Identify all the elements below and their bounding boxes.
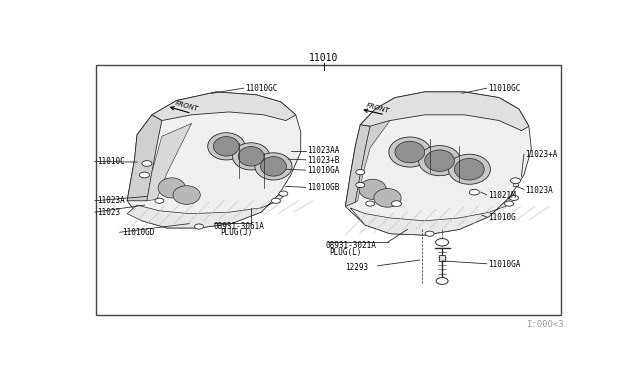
Text: 11010C: 11010C: [97, 157, 125, 166]
Polygon shape: [346, 92, 531, 235]
Circle shape: [504, 201, 513, 206]
Polygon shape: [350, 198, 509, 235]
Ellipse shape: [173, 186, 200, 204]
Ellipse shape: [232, 143, 269, 170]
Circle shape: [356, 182, 365, 187]
Bar: [439, 254, 445, 261]
Text: 11010G: 11010G: [488, 214, 515, 222]
Circle shape: [195, 224, 204, 229]
Circle shape: [436, 238, 449, 246]
Text: 11010GA: 11010GA: [488, 260, 520, 269]
Text: FRONT: FRONT: [365, 102, 390, 114]
Circle shape: [436, 278, 448, 284]
Bar: [97, 65, 561, 315]
Ellipse shape: [395, 141, 425, 163]
Ellipse shape: [425, 150, 454, 171]
Polygon shape: [152, 92, 296, 121]
Ellipse shape: [238, 147, 264, 166]
Polygon shape: [147, 124, 191, 201]
Text: 08931-3021A: 08931-3021A: [326, 241, 376, 250]
Circle shape: [356, 170, 365, 175]
Polygon shape: [346, 125, 370, 206]
Circle shape: [511, 178, 520, 183]
Circle shape: [142, 161, 152, 166]
Circle shape: [469, 189, 479, 195]
Ellipse shape: [374, 189, 401, 207]
Text: I:000<3: I:000<3: [526, 320, 564, 329]
Polygon shape: [127, 195, 284, 228]
Ellipse shape: [255, 153, 292, 180]
Text: FRONT: FRONT: [174, 100, 199, 112]
Text: 11010: 11010: [309, 52, 339, 62]
Ellipse shape: [454, 158, 484, 180]
Ellipse shape: [260, 157, 286, 176]
Polygon shape: [127, 92, 301, 228]
Text: 11021M: 11021M: [488, 191, 515, 200]
Text: 11010GD: 11010GD: [122, 228, 154, 237]
Text: PLUG(J): PLUG(J): [220, 228, 252, 237]
Circle shape: [140, 172, 150, 178]
Text: PLUG(L): PLUG(L): [330, 248, 362, 257]
Text: 11023: 11023: [97, 208, 120, 217]
Text: 11023+A: 11023+A: [525, 150, 557, 160]
Ellipse shape: [419, 145, 461, 176]
Ellipse shape: [359, 179, 387, 199]
Text: 11023AA: 11023AA: [307, 146, 339, 155]
Ellipse shape: [448, 154, 490, 184]
Polygon shape: [355, 121, 390, 202]
Circle shape: [155, 198, 164, 203]
Text: 11023A: 11023A: [525, 186, 553, 195]
Ellipse shape: [208, 133, 245, 160]
Circle shape: [425, 231, 434, 236]
Ellipse shape: [213, 137, 239, 156]
Text: 11010GB: 11010GB: [307, 183, 339, 192]
Text: 11010GC: 11010GC: [245, 84, 278, 93]
Circle shape: [392, 201, 401, 206]
Text: 11010GA: 11010GA: [307, 166, 339, 175]
Ellipse shape: [388, 137, 431, 167]
Text: 11023+B: 11023+B: [307, 156, 339, 165]
Text: 11010GC: 11010GC: [488, 84, 520, 93]
Text: 11023A: 11023A: [97, 196, 125, 205]
Circle shape: [365, 201, 374, 206]
Bar: [513, 182, 518, 186]
Polygon shape: [127, 115, 162, 201]
Text: 12293: 12293: [346, 263, 369, 272]
Circle shape: [509, 195, 518, 201]
Polygon shape: [360, 92, 529, 131]
Ellipse shape: [158, 178, 186, 198]
Circle shape: [279, 191, 288, 196]
Circle shape: [271, 198, 280, 203]
Text: 08931-3061A: 08931-3061A: [214, 222, 265, 231]
